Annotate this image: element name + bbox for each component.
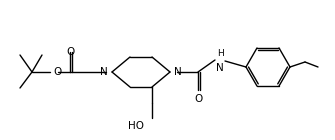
Text: N: N [100,67,108,77]
Text: HO: HO [128,121,144,131]
Text: O: O [194,94,202,104]
Text: O: O [53,67,61,77]
Text: H: H [217,49,223,58]
Text: N: N [174,67,182,77]
Text: O: O [66,47,74,57]
Text: N: N [216,63,224,73]
